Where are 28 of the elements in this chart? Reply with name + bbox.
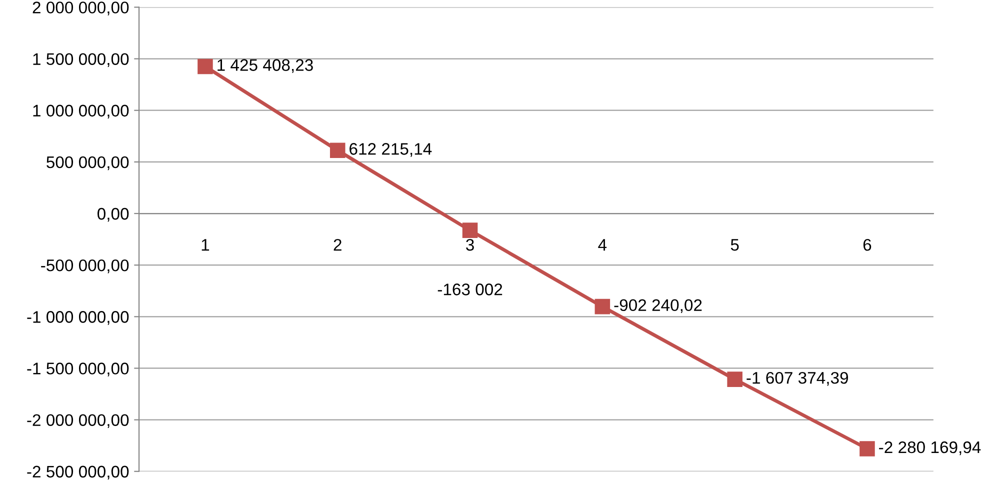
data-label: -2 280 169,94: [879, 441, 981, 456]
data-label: -1 607 374,39: [746, 372, 848, 386]
y-tick-label: -1 000 000,00: [27, 311, 129, 325]
point: [594, 298, 610, 314]
y-tick-label: -2 500 000,00: [27, 466, 129, 480]
y-tick-label: 500 000,00: [46, 156, 129, 170]
point: [198, 58, 213, 74]
y-tick-label: 0,00: [98, 208, 129, 222]
data-label: 1 425 408,23: [218, 59, 313, 73]
x-tick-label: 1: [202, 239, 210, 251]
x-tick-label: 3: [466, 238, 474, 251]
y-tick-label: -1 500 000,00: [27, 362, 129, 376]
data-label: -902 240,02: [614, 299, 702, 314]
x-tick-label: 5: [730, 239, 739, 251]
point: [462, 222, 478, 238]
y-tick-label: -2 000 000,00: [27, 414, 129, 428]
y-tick-label: 2 000 000,00: [32, 2, 129, 16]
data-label: 612 215,14: [350, 143, 432, 157]
x-tick-label: 6: [863, 238, 872, 251]
y-tick-label: 1 000 000,00: [33, 104, 129, 119]
y-tick-label: -500 000,00: [41, 259, 129, 274]
point: [860, 441, 875, 456]
x-tick-label: 4: [598, 239, 607, 251]
x-tick-label: 2: [334, 238, 342, 251]
point: [727, 372, 742, 387]
data-label: -163 002: [438, 284, 502, 296]
y-tick-label: 1 500 000,00: [33, 53, 129, 67]
point: [330, 142, 346, 158]
